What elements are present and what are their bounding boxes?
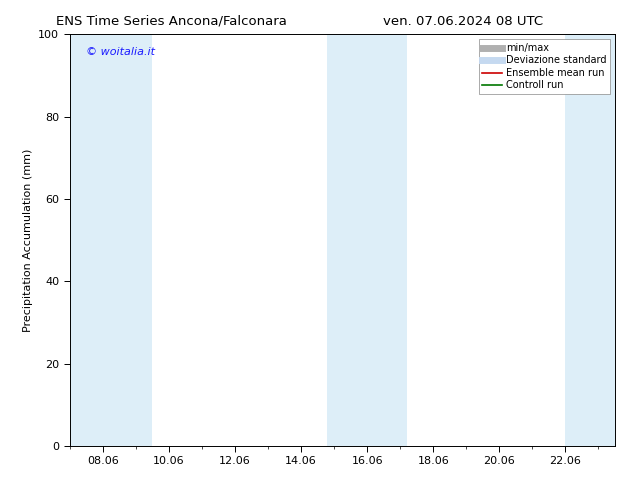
- Bar: [566, 34, 615, 446]
- Text: ENS Time Series Ancona/Falconara: ENS Time Series Ancona/Falconara: [56, 15, 287, 28]
- Bar: [328, 34, 407, 446]
- Legend: min/max, Deviazione standard, Ensemble mean run, Controll run: min/max, Deviazione standard, Ensemble m…: [479, 39, 610, 94]
- Bar: [70, 34, 152, 446]
- Text: ven. 07.06.2024 08 UTC: ven. 07.06.2024 08 UTC: [383, 15, 543, 28]
- Y-axis label: Precipitation Accumulation (mm): Precipitation Accumulation (mm): [23, 148, 33, 332]
- Text: © woitalia.it: © woitalia.it: [86, 47, 155, 57]
